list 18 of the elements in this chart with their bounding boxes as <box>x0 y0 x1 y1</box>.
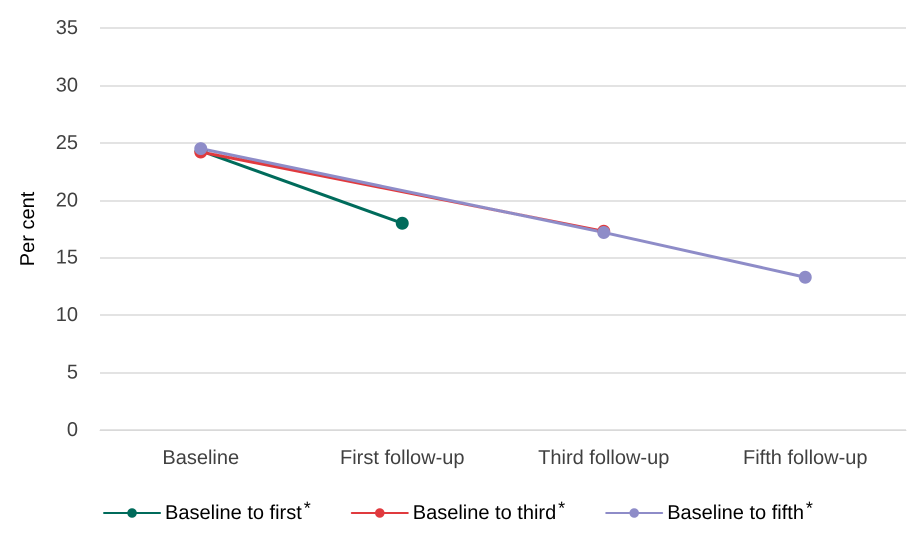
legend-label: Baseline to first* <box>165 498 311 524</box>
y-tick-label: 35 <box>56 17 78 39</box>
y-axis-title: Per cent <box>17 191 39 266</box>
legend-label: Baseline to fifth* <box>667 498 813 524</box>
y-tick-label: 5 <box>66 362 78 384</box>
y-tick-label: 20 <box>56 189 78 212</box>
x-tick-label: Baseline <box>162 447 240 469</box>
x-tick-label: Third follow-up <box>538 447 670 469</box>
point <box>798 270 812 284</box>
y-tick-label: 25 <box>56 132 78 154</box>
y-tick-label: 15 <box>56 246 78 269</box>
y-tick-label: 0 <box>66 419 78 441</box>
x-tick-label: First follow-up <box>340 447 464 469</box>
point <box>396 216 409 230</box>
y-tick-label: 30 <box>56 74 78 96</box>
x-tick-label: Fifth follow-up <box>743 447 868 469</box>
y-tick-label: 10 <box>56 304 78 326</box>
legend-label: Baseline to third* <box>412 498 566 524</box>
